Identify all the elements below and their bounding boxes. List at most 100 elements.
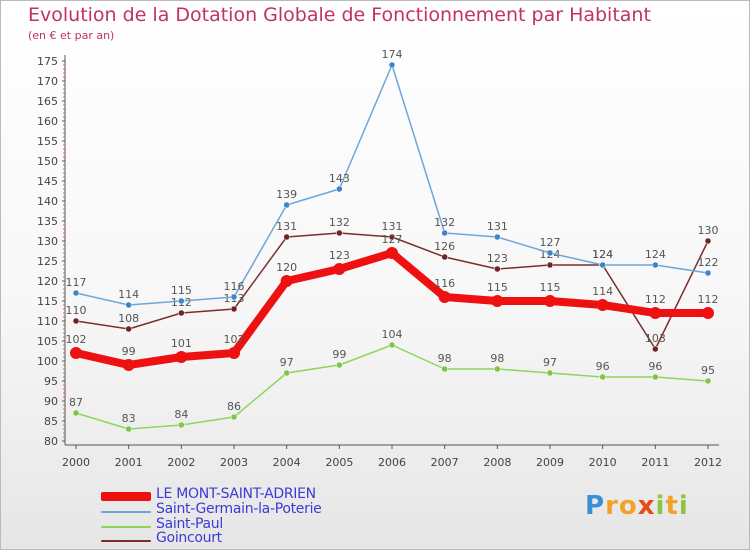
y-minor-tick — [63, 308, 65, 310]
data-point — [652, 261, 659, 269]
x-tick-label: 2007 — [431, 456, 459, 469]
data-point — [652, 345, 659, 353]
data-point — [280, 275, 293, 287]
y-tick-label: 165 — [37, 95, 58, 108]
data-label: 127 — [382, 233, 403, 246]
y-tick-label: 115 — [37, 295, 58, 308]
y-minor-tick — [63, 76, 65, 78]
y-minor-tick — [63, 124, 65, 126]
legend-swatch — [101, 526, 151, 528]
y-minor-tick — [63, 256, 65, 258]
data-point — [72, 317, 80, 325]
data-label: 115 — [487, 281, 508, 294]
logo-letter: P — [585, 491, 606, 521]
data-point — [494, 365, 501, 373]
logo-letter: t — [665, 491, 679, 521]
y-minor-tick — [63, 136, 65, 138]
y-minor-tick — [63, 192, 65, 194]
chart-title: Evolution de la Dotation Globale de Fonc… — [28, 4, 651, 26]
data-label: 124 — [592, 248, 613, 261]
x-tick-label: 2002 — [167, 456, 195, 469]
y-minor-tick — [63, 276, 65, 278]
data-label: 132 — [434, 216, 455, 229]
data-label: 143 — [329, 172, 350, 185]
data-point — [283, 369, 290, 377]
y-minor-tick — [63, 272, 65, 274]
y-minor-tick — [63, 68, 65, 70]
data-point — [125, 425, 132, 433]
data-label: 131 — [487, 220, 508, 233]
data-label: 127 — [540, 236, 561, 249]
y-tick-label: 125 — [37, 255, 58, 268]
x-tick-label: 2010 — [589, 456, 617, 469]
data-label: 84 — [174, 408, 188, 421]
data-label: 131 — [276, 220, 297, 233]
data-label: 120 — [276, 261, 297, 274]
y-minor-tick — [63, 368, 65, 370]
y-minor-tick — [63, 104, 65, 106]
data-point — [230, 293, 238, 301]
y-minor-tick — [63, 164, 65, 166]
data-point — [546, 369, 554, 377]
data-point — [336, 361, 343, 369]
data-label: 124 — [592, 248, 613, 261]
logo-letter: i — [678, 491, 689, 521]
y-tick-label: 140 — [37, 195, 58, 208]
y-tick-label: 110 — [37, 315, 58, 328]
y-minor-tick — [63, 244, 65, 246]
data-point — [230, 413, 238, 421]
y-tick-label: 130 — [37, 235, 58, 248]
y-tick-label: 100 — [37, 355, 58, 368]
y-minor-tick — [63, 292, 65, 294]
y-tick-label: 150 — [37, 155, 58, 168]
data-label: 130 — [698, 224, 719, 237]
data-label: 139 — [276, 188, 297, 201]
data-point — [494, 265, 501, 273]
data-label: 122 — [698, 256, 719, 269]
legend-swatch — [101, 540, 151, 542]
x-tick-label: 2005 — [325, 456, 353, 469]
y-minor-tick — [63, 216, 65, 218]
y-minor-tick — [63, 236, 65, 238]
y-minor-tick — [63, 432, 65, 434]
data-label: 110 — [66, 304, 87, 317]
y-minor-tick — [63, 96, 65, 98]
data-label: 95 — [701, 364, 715, 377]
data-label: 87 — [69, 396, 83, 409]
y-minor-tick — [63, 72, 65, 74]
y-minor-tick — [63, 316, 65, 318]
data-label: 98 — [438, 352, 452, 365]
y-minor-tick — [63, 364, 65, 366]
data-label: 102 — [224, 333, 245, 346]
y-minor-tick — [63, 156, 65, 158]
y-tick-label: 105 — [37, 335, 58, 348]
data-point — [702, 307, 714, 319]
data-point — [649, 307, 662, 319]
data-point — [441, 253, 448, 261]
y-minor-tick — [63, 196, 65, 198]
data-point — [388, 233, 396, 241]
data-point — [441, 229, 448, 237]
data-label: 97 — [543, 356, 557, 369]
data-label: 115 — [540, 281, 561, 294]
x-tick-label: 2009 — [536, 456, 564, 469]
x-tick-label: 2006 — [378, 456, 406, 469]
x-tick-label: 2001 — [115, 456, 143, 469]
y-minor-tick — [63, 296, 65, 298]
legend-swatch — [101, 492, 151, 501]
data-label: 86 — [227, 400, 241, 413]
y-minor-tick — [63, 348, 65, 350]
y-tick-label: 80 — [44, 435, 58, 448]
data-point — [388, 61, 396, 69]
data-label: 99 — [122, 345, 136, 358]
y-minor-tick — [63, 248, 65, 250]
y-minor-tick — [63, 204, 65, 206]
y-minor-tick — [63, 324, 65, 326]
y-minor-tick — [63, 268, 65, 270]
data-point — [230, 305, 238, 313]
y-minor-tick — [63, 144, 65, 146]
x-tick-label: 2008 — [483, 456, 511, 469]
y-minor-tick — [63, 284, 65, 286]
